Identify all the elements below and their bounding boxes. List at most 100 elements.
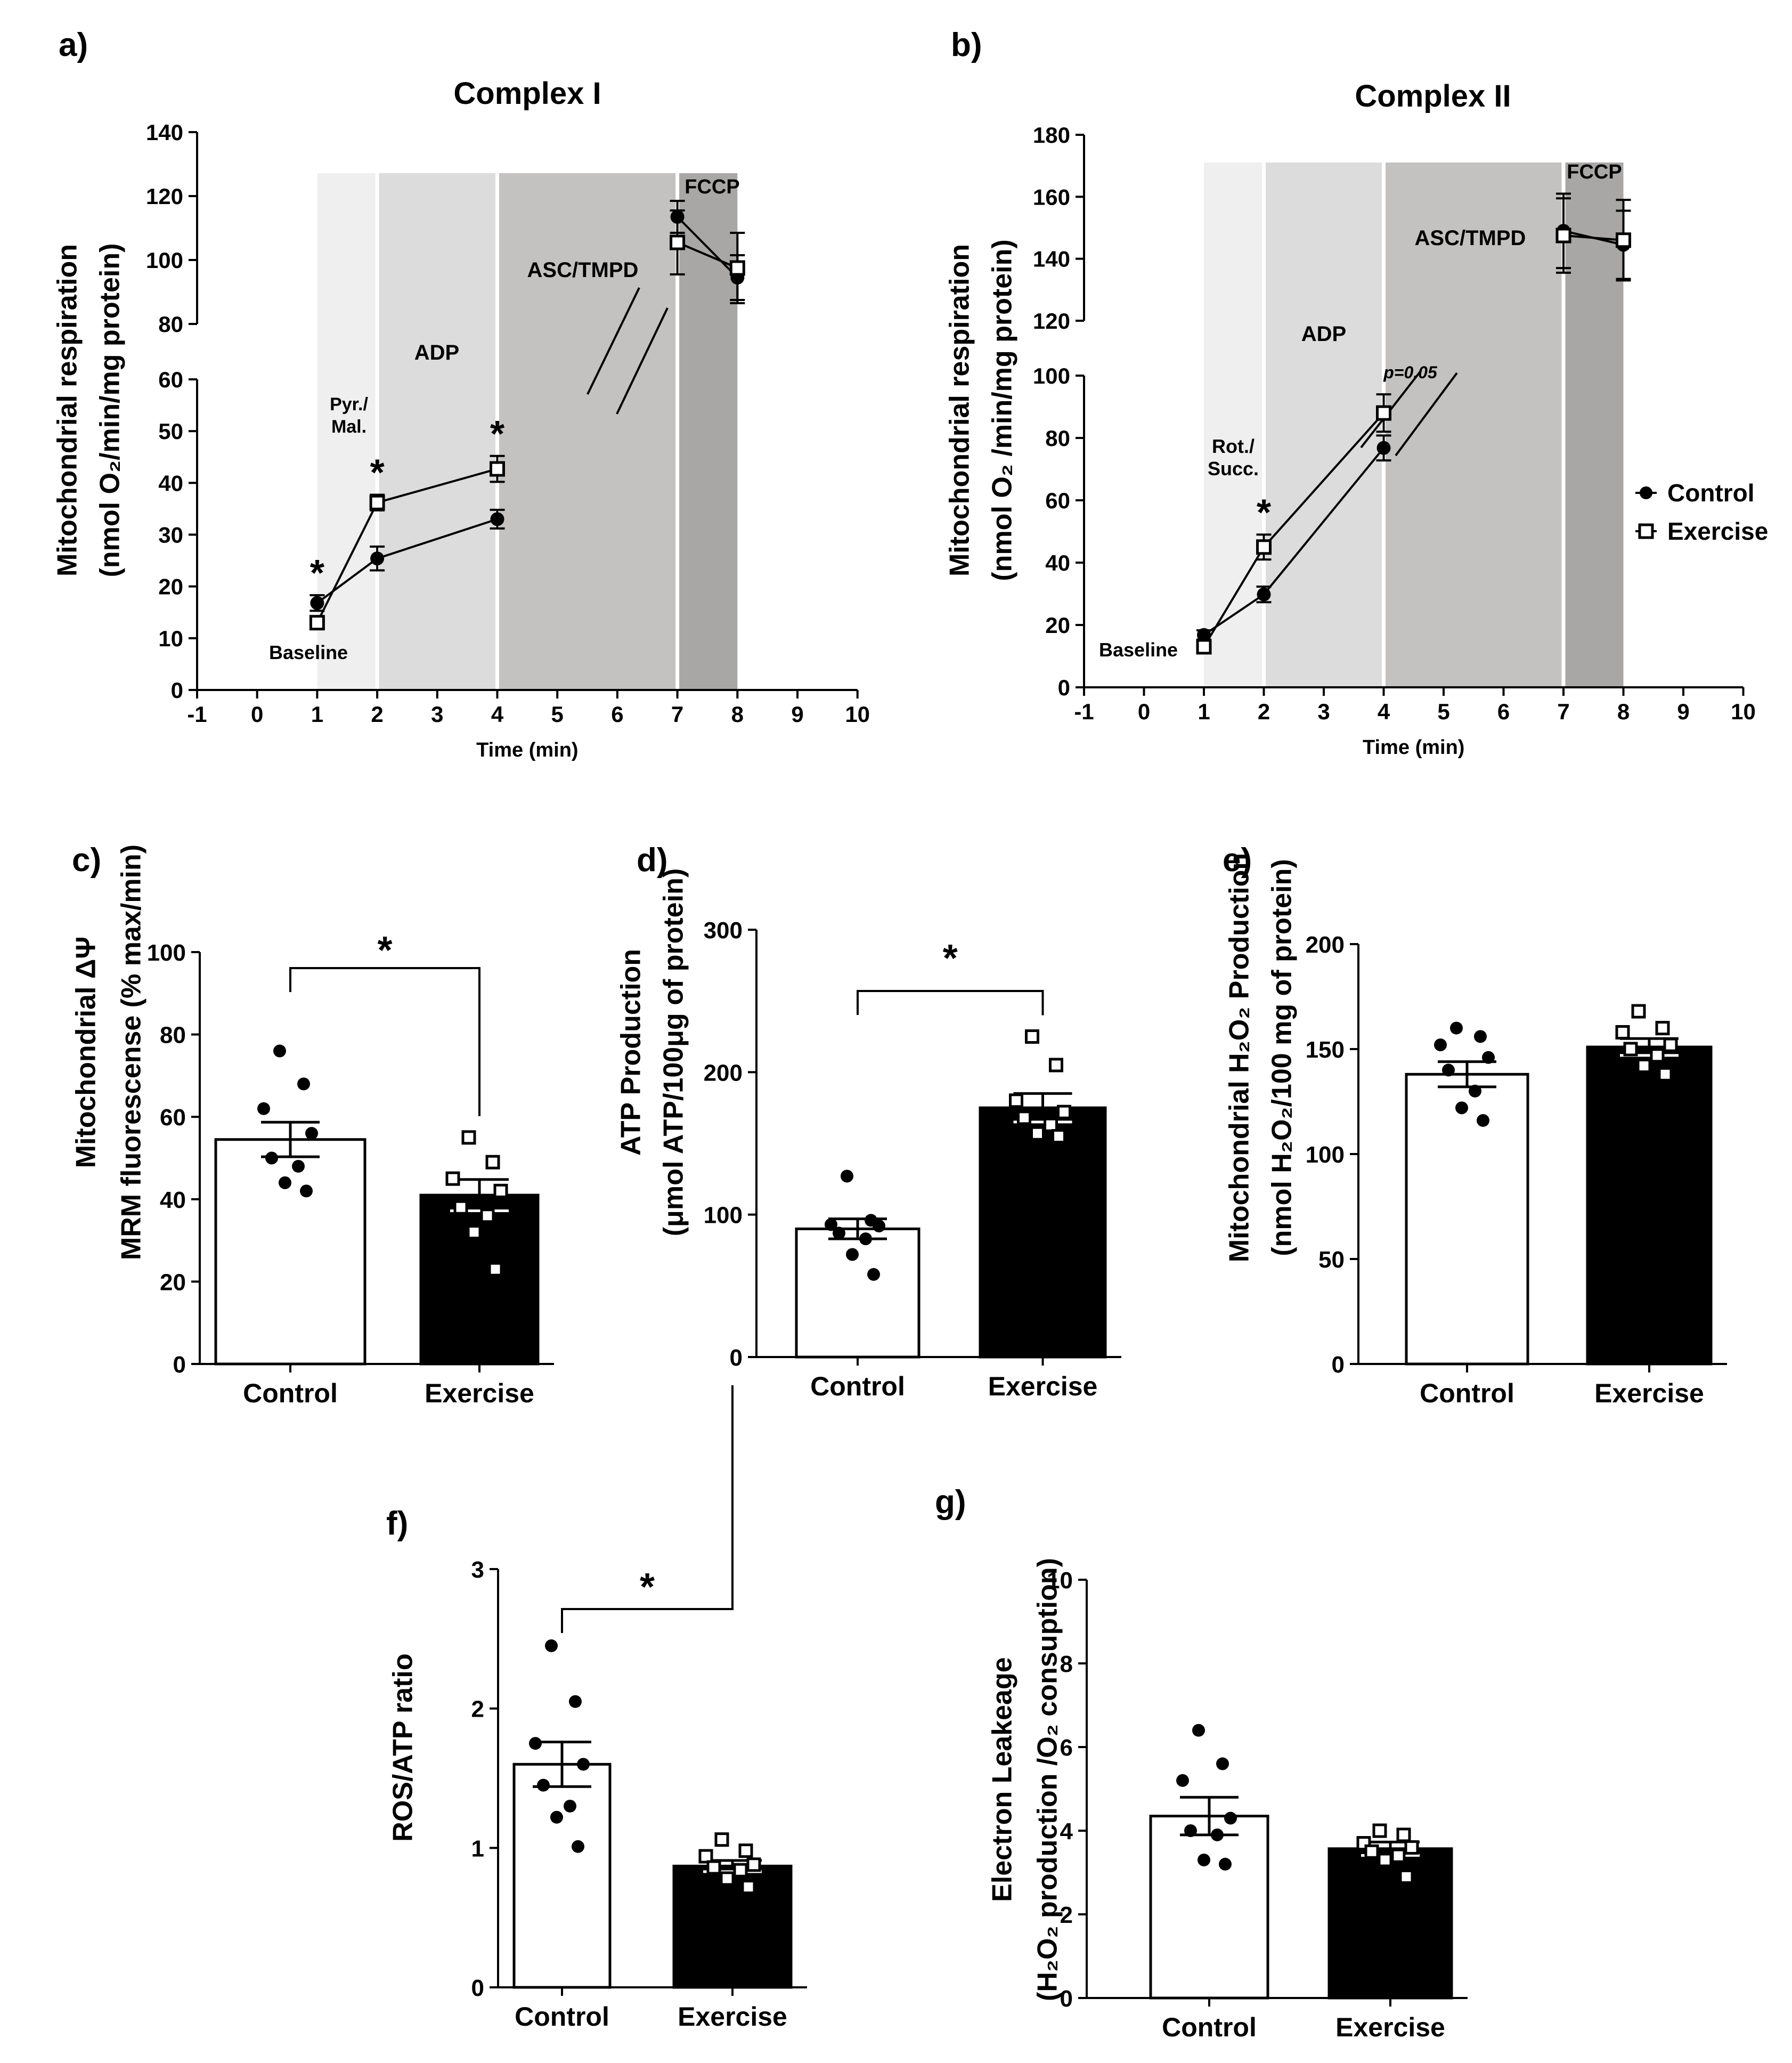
panel-label-c: c) <box>72 842 101 879</box>
x-tick-label: 4 <box>1378 699 1390 724</box>
data-point-control <box>1434 1038 1447 1052</box>
bar-control <box>795 1227 921 1359</box>
phase-band-2 <box>377 173 498 690</box>
x-tick-label-exercise: Exercise <box>1594 1378 1704 1408</box>
data-point-control <box>859 1232 872 1246</box>
data-point-exercise <box>1616 232 1631 248</box>
data-point-exercise <box>485 1155 500 1169</box>
x-tick-label: 10 <box>1731 699 1756 724</box>
data-point-exercise <box>493 1183 508 1198</box>
series-line-exercise <box>677 241 738 269</box>
data-point-control <box>292 1159 305 1173</box>
data-point-exercise <box>706 1860 721 1875</box>
y-tick-label: 80 <box>1045 426 1070 451</box>
data-point-exercise <box>1057 1104 1071 1119</box>
data-point-control <box>529 1737 542 1750</box>
data-point-control <box>1197 628 1211 642</box>
x-tick-label-exercise: Exercise <box>1335 2012 1445 2042</box>
data-point-exercise <box>1256 539 1272 555</box>
legend: Control Exercise <box>1635 479 1768 545</box>
x-tick-label: 9 <box>1677 699 1689 724</box>
data-point-exercise <box>1196 639 1212 655</box>
phase-band-3 <box>1383 163 1563 687</box>
y-tick-label: 3 <box>471 1557 484 1583</box>
panel-label-d: d) <box>637 842 668 879</box>
chart-title: Complex I <box>453 76 601 111</box>
y-tick-label: 140 <box>146 120 183 145</box>
data-point-exercise <box>369 494 385 510</box>
data-point-exercise <box>1017 1110 1031 1125</box>
legend-marker-control <box>1640 486 1652 499</box>
x-tick-label: 2 <box>371 702 383 727</box>
bar-exercise <box>672 1864 793 1989</box>
data-point-exercise <box>1364 1844 1379 1859</box>
x-tick-label-control: Control <box>515 2002 609 2032</box>
y-tick-label: 100 <box>147 940 186 966</box>
y-tick-label: 60 <box>160 1104 186 1131</box>
significance-star: * <box>490 413 505 454</box>
y-tick-label: 60 <box>1045 488 1070 513</box>
data-point-exercise <box>1655 1021 1670 1036</box>
y-tick-label: 140 <box>1033 247 1070 272</box>
y-axis-label-line1: Mitochondrial respiration <box>944 244 975 576</box>
phase-label: Baseline <box>1099 639 1178 661</box>
x-tick-label: 6 <box>611 702 623 727</box>
data-point-exercise <box>1030 1126 1045 1141</box>
y-tick-label: 300 <box>704 917 743 944</box>
data-point-control <box>265 1151 278 1165</box>
data-point-exercise <box>720 1871 735 1886</box>
data-point-exercise <box>746 1857 761 1872</box>
data-point-control <box>1224 1812 1237 1825</box>
significance-star: * <box>377 929 392 972</box>
data-point-control <box>1192 1724 1205 1737</box>
x-tick-label: 10 <box>845 702 870 727</box>
y-tick-label: 0 <box>730 1345 743 1371</box>
legend-label-control: Control <box>1667 479 1755 507</box>
y-tick-label: 30 <box>158 523 183 548</box>
x-tick-label-exercise: Exercise <box>988 1371 1098 1401</box>
y-tick-label: 40 <box>160 1187 186 1213</box>
data-point-control <box>577 1758 590 1771</box>
bar-exercise <box>419 1193 540 1366</box>
y-axis-label-line2: MRM fluorescense (% max/min) <box>116 844 147 1260</box>
y-axis-label-line1: Mitochondrial respiration <box>52 244 83 576</box>
y-tick-label: 100 <box>704 1203 743 1229</box>
data-point-exercise <box>698 1849 713 1864</box>
data-point-control <box>1219 1857 1232 1871</box>
data-point-exercise <box>1009 1093 1023 1108</box>
data-point-exercise <box>1391 1848 1406 1863</box>
bar-control <box>214 1138 366 1366</box>
panel-label-e: e) <box>1223 842 1252 879</box>
y-axis-label-line2: (nmol O₂ /min/mg protein) <box>987 239 1018 581</box>
y-axis-label-line2: (nmol H₂O₂/100 mg of protein) <box>1267 859 1298 1256</box>
data-point-exercise <box>1399 1869 1414 1884</box>
data-point-control <box>1211 1828 1224 1841</box>
x-tick-label: 0 <box>251 702 263 727</box>
data-point-exercise <box>741 1880 756 1895</box>
x-tick-label-control: Control <box>1420 1378 1514 1408</box>
data-point-exercise <box>1650 1048 1665 1063</box>
data-point-exercise <box>445 1171 460 1186</box>
data-point-exercise <box>1631 1004 1646 1019</box>
y-tick-label: 120 <box>1033 308 1070 334</box>
bar-exercise <box>1586 1045 1713 1366</box>
data-point-exercise <box>1044 1117 1058 1132</box>
data-point-exercise <box>488 1262 503 1277</box>
phase-label: Pyr./ <box>330 394 368 415</box>
x-tick-label-exercise: Exercise <box>425 1378 534 1408</box>
data-point-control <box>1474 1030 1487 1043</box>
significance-bracket <box>289 967 480 1116</box>
x-tick-label: 7 <box>1557 699 1569 724</box>
data-point-exercise <box>453 1200 468 1215</box>
phase-label: ASC/TMPD <box>527 258 639 282</box>
phase-band-4 <box>1563 163 1624 687</box>
x-tick-label-control: Control <box>1162 2012 1257 2042</box>
y-axis-label-line1: Mitochondrial ΔΨ <box>71 937 102 1168</box>
chart-g: 0 2 4 6 8 10 Control Exercise Electron Leakeage (… <box>987 1558 1468 2042</box>
data-point-control <box>273 1044 286 1058</box>
data-point-exercise <box>467 1225 482 1240</box>
x-tick-label: 0 <box>1138 699 1150 724</box>
data-point-exercise <box>1025 1029 1039 1044</box>
bar-control <box>1405 1073 1529 1366</box>
break-connector <box>1395 372 1458 457</box>
